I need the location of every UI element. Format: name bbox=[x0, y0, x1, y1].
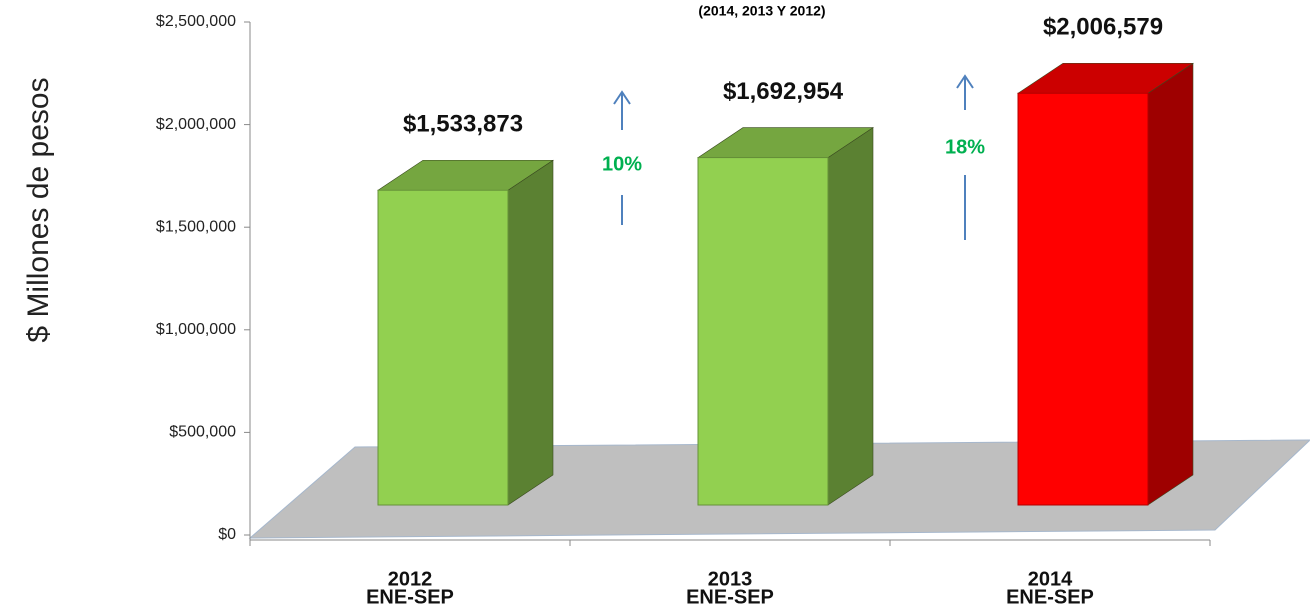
value-label: $1,692,954 bbox=[723, 78, 844, 105]
y-tick-label: $1,500,000 bbox=[156, 218, 236, 235]
bar-side bbox=[827, 127, 874, 506]
x-tick-label: ENE-SEP bbox=[366, 586, 454, 608]
value-label: $1,533,873 bbox=[403, 111, 523, 138]
arrows bbox=[613, 74, 974, 240]
bar bbox=[377, 189, 509, 506]
y-tick-label: $1,000,000 bbox=[156, 321, 236, 338]
x-tick-label: 2012 bbox=[388, 568, 433, 590]
chart-subtitle: (2014, 2013 Y 2012) bbox=[698, 3, 825, 19]
y-tick-label: $500,000 bbox=[169, 424, 236, 441]
annotation: 10% bbox=[602, 153, 642, 175]
bar bbox=[697, 157, 829, 506]
x-tick-label: 2013 bbox=[708, 568, 753, 590]
bar-side bbox=[1147, 62, 1194, 506]
x-tick-label: ENE-SEP bbox=[686, 586, 774, 608]
y-axis-label: $ Millones de pesos bbox=[22, 77, 55, 342]
y-tick-label: $0 bbox=[218, 526, 236, 543]
y-tick-label: $2,500,000 bbox=[156, 13, 236, 30]
bar-side bbox=[507, 159, 554, 506]
x-tick-label: 2014 bbox=[1028, 568, 1073, 590]
value-label: $2,006,579 bbox=[1043, 14, 1163, 41]
y-tick-label: $2,000,000 bbox=[156, 116, 236, 133]
bar bbox=[1017, 92, 1149, 506]
x-tick-label: ENE-SEP bbox=[1006, 586, 1094, 608]
annotation: 18% bbox=[945, 136, 985, 158]
